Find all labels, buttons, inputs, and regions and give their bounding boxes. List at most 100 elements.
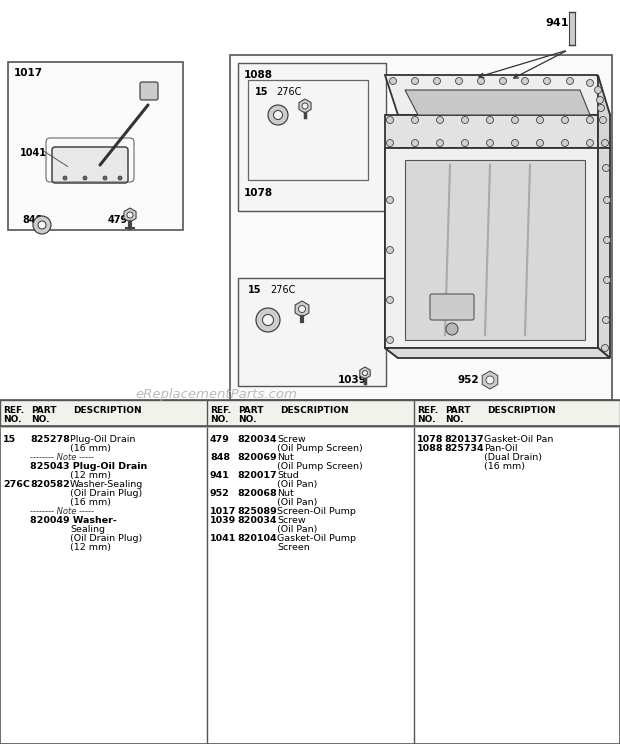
Bar [238,278,386,386]
Circle shape [456,77,463,85]
Circle shape [512,117,518,124]
Text: 848: 848 [22,215,43,225]
Bar [230,55,612,400]
Circle shape [461,117,469,124]
Circle shape [486,376,494,384]
Circle shape [386,196,394,204]
Text: DESCRIPTION: DESCRIPTION [73,406,141,415]
Text: Gasket-Oil Pan: Gasket-Oil Pan [484,435,554,444]
Text: (16 mm): (16 mm) [70,498,111,507]
Bar [248,80,368,180]
Text: NO.: NO. [210,415,229,424]
Text: 941: 941 [545,18,569,28]
FancyBboxPatch shape [430,294,474,320]
Polygon shape [385,75,610,115]
Text: (16 mm): (16 mm) [484,462,525,471]
Text: 479: 479 [210,435,230,444]
Text: 479: 479 [108,215,128,225]
Text: 276C: 276C [270,285,295,295]
Circle shape [302,103,308,109]
Text: DESCRIPTION: DESCRIPTION [487,406,556,415]
Text: REF.: REF. [210,406,231,415]
Circle shape [386,246,394,254]
Circle shape [603,164,609,172]
Polygon shape [598,75,610,148]
Circle shape [433,77,440,85]
Bar [0,400,620,744]
Bar [8,62,183,230]
Text: Nut: Nut [277,489,294,498]
Text: 820582: 820582 [30,480,69,489]
Text: 952: 952 [458,375,480,385]
Text: (12 mm): (12 mm) [70,471,111,480]
Circle shape [487,140,494,147]
Text: NO.: NO. [3,415,22,424]
Text: PART: PART [445,406,471,415]
Text: NO.: NO. [238,415,257,424]
Circle shape [587,117,593,124]
Circle shape [127,212,133,218]
Circle shape [603,196,611,204]
Text: eReplacementParts.com: eReplacementParts.com [135,388,297,401]
Text: 276C: 276C [276,87,301,97]
Circle shape [118,176,122,180]
Circle shape [33,216,51,234]
Circle shape [567,77,574,85]
Circle shape [386,140,394,147]
Circle shape [298,306,306,312]
Circle shape [487,117,494,124]
Circle shape [512,140,518,147]
Circle shape [103,176,107,180]
Text: (Dual Drain): (Dual Drain) [484,453,542,462]
Circle shape [601,140,608,147]
Text: 15: 15 [248,285,262,295]
Text: (12 mm): (12 mm) [70,543,111,552]
Text: Plug-Oil Drain: Plug-Oil Drain [70,435,135,444]
Text: 1017: 1017 [14,68,43,78]
Circle shape [412,117,418,124]
Circle shape [600,117,606,124]
Polygon shape [598,148,610,358]
Polygon shape [385,148,598,348]
Circle shape [412,140,418,147]
Text: REF.: REF. [3,406,24,415]
Circle shape [389,77,397,85]
Bar [569,12,575,45]
Text: 820034: 820034 [237,435,277,444]
Text: PART: PART [238,406,264,415]
Text: REF.: REF. [417,406,438,415]
Circle shape [603,237,611,243]
Text: 1078: 1078 [417,435,443,444]
Text: (Oil Pump Screen): (Oil Pump Screen) [277,444,363,453]
Text: 1088: 1088 [417,444,444,453]
Text: Nut: Nut [277,453,294,462]
Circle shape [436,117,443,124]
Circle shape [521,77,528,85]
Text: -------- Note -----: -------- Note ----- [30,453,94,462]
Text: 1041: 1041 [20,148,47,158]
Text: (Oil Pump Screen): (Oil Pump Screen) [277,462,363,471]
Text: 825089: 825089 [237,507,277,516]
Text: 820137: 820137 [444,435,484,444]
Text: 15: 15 [3,435,16,444]
Text: 952: 952 [210,489,230,498]
Circle shape [603,316,609,324]
Polygon shape [385,115,598,148]
Text: Screw: Screw [277,435,306,444]
Text: Screen-Oil Pump: Screen-Oil Pump [277,507,356,516]
Text: 1088: 1088 [244,70,273,80]
Text: (16 mm): (16 mm) [70,444,111,453]
Circle shape [596,97,603,103]
Text: Gasket-Oil Pump: Gasket-Oil Pump [277,534,356,543]
Bar [0,400,620,426]
Circle shape [477,77,484,85]
Circle shape [83,176,87,180]
Circle shape [603,277,611,283]
Text: 15: 15 [255,87,268,97]
Circle shape [587,80,593,86]
Circle shape [63,176,67,180]
Text: DESCRIPTION: DESCRIPTION [280,406,348,415]
Polygon shape [405,90,590,115]
Polygon shape [385,148,398,358]
Polygon shape [405,160,585,340]
